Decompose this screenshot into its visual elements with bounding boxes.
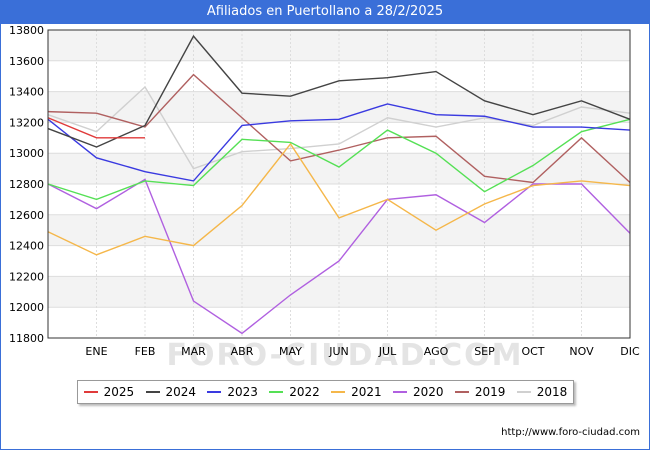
legend-swatch: [516, 391, 531, 393]
legend-item-2020: 2020: [393, 385, 444, 399]
series-line-2019: [47, 73, 631, 184]
x-tick-label: AGO: [424, 345, 449, 358]
source-credit: http://www.foro-ciudad.com: [501, 427, 640, 438]
series-line-2018: [47, 85, 631, 170]
y-tick-label: 13000: [9, 147, 44, 160]
x-tick-label: DIC: [620, 345, 640, 358]
series-line-2024: [47, 34, 631, 148]
watermark: FORO-CIUDAD.COM: [167, 338, 524, 373]
y-tick-label: 12600: [9, 209, 44, 222]
series-line-2022: [47, 118, 631, 201]
y-tick-label: 13800: [9, 24, 44, 37]
x-tick-label: ENE: [85, 345, 107, 358]
legend-item-2023: 2023: [207, 385, 258, 399]
legend-item-2019: 2019: [454, 385, 506, 399]
x-tick-label: SEP: [474, 345, 495, 358]
x-tick-label: ABR: [231, 345, 254, 358]
legend-label: 2018: [536, 385, 568, 399]
legend-label: 2021: [351, 385, 382, 399]
y-tick-label: 13600: [9, 55, 44, 68]
x-tick-label: JUN: [328, 345, 349, 358]
legend-label: 2023: [227, 385, 258, 399]
series-line-2020: [47, 178, 631, 335]
legend-label: 2024: [165, 385, 197, 399]
legend-item-2018: 2018: [516, 385, 568, 399]
y-tick-label: 11800: [9, 332, 44, 345]
legend-label: 2022: [289, 385, 320, 399]
series-line-2023: [47, 103, 631, 182]
x-tick-label: MAY: [279, 345, 302, 358]
y-axis-labels: 11800 12000 12200 12400 12600 12800 13000 13200…: [9, 24, 44, 345]
y-tick-label: 13200: [9, 116, 44, 129]
legend-swatch: [269, 391, 284, 393]
legend-swatch: [207, 391, 222, 393]
legend-item-2025: 2025: [83, 385, 135, 399]
series-line-2021: [47, 142, 631, 256]
legend-label: 2025: [103, 385, 135, 399]
legend-item-2024: 2024: [145, 385, 197, 399]
x-tick-label: MAR: [181, 345, 206, 358]
legend-label: 2019: [474, 385, 506, 399]
plot-border: [47, 29, 631, 339]
legend-swatch: [331, 391, 346, 393]
legend-label: 2020: [413, 385, 444, 399]
line-chart: FORO-CIUDAD.COM 11800 12000 12200 12400 1260…: [9, 24, 640, 373]
y-tick-label: 12000: [9, 301, 44, 314]
legend: 2025 2024 2023 2022 2021 2020 2019 2018: [77, 380, 574, 404]
x-tick-label: JUL: [378, 345, 397, 358]
legend-item-2021: 2021: [331, 385, 382, 399]
legend-swatch: [83, 391, 98, 393]
series-line-2025: [47, 117, 145, 139]
legend-swatch: [454, 391, 469, 393]
chart-title: Afiliados en Puertollano a 28/2/2025: [0, 0, 650, 24]
x-axis-labels: ENE FEB MAR ABR MAY JUN JUL AGO SEP OCT NOV DIC: [85, 345, 640, 358]
legend-swatch: [393, 391, 408, 393]
legend-item-2022: 2022: [269, 385, 320, 399]
x-tick-label: OCT: [521, 345, 544, 358]
y-tick-label: 12800: [9, 178, 44, 191]
legend-swatch: [145, 391, 160, 393]
y-tick-label: 13400: [9, 86, 44, 99]
x-tick-label: NOV: [569, 345, 594, 358]
y-tick-label: 12400: [9, 240, 44, 253]
x-tick-label: FEB: [135, 345, 156, 358]
series-lines: [47, 34, 631, 335]
y-tick-label: 12200: [9, 270, 44, 283]
